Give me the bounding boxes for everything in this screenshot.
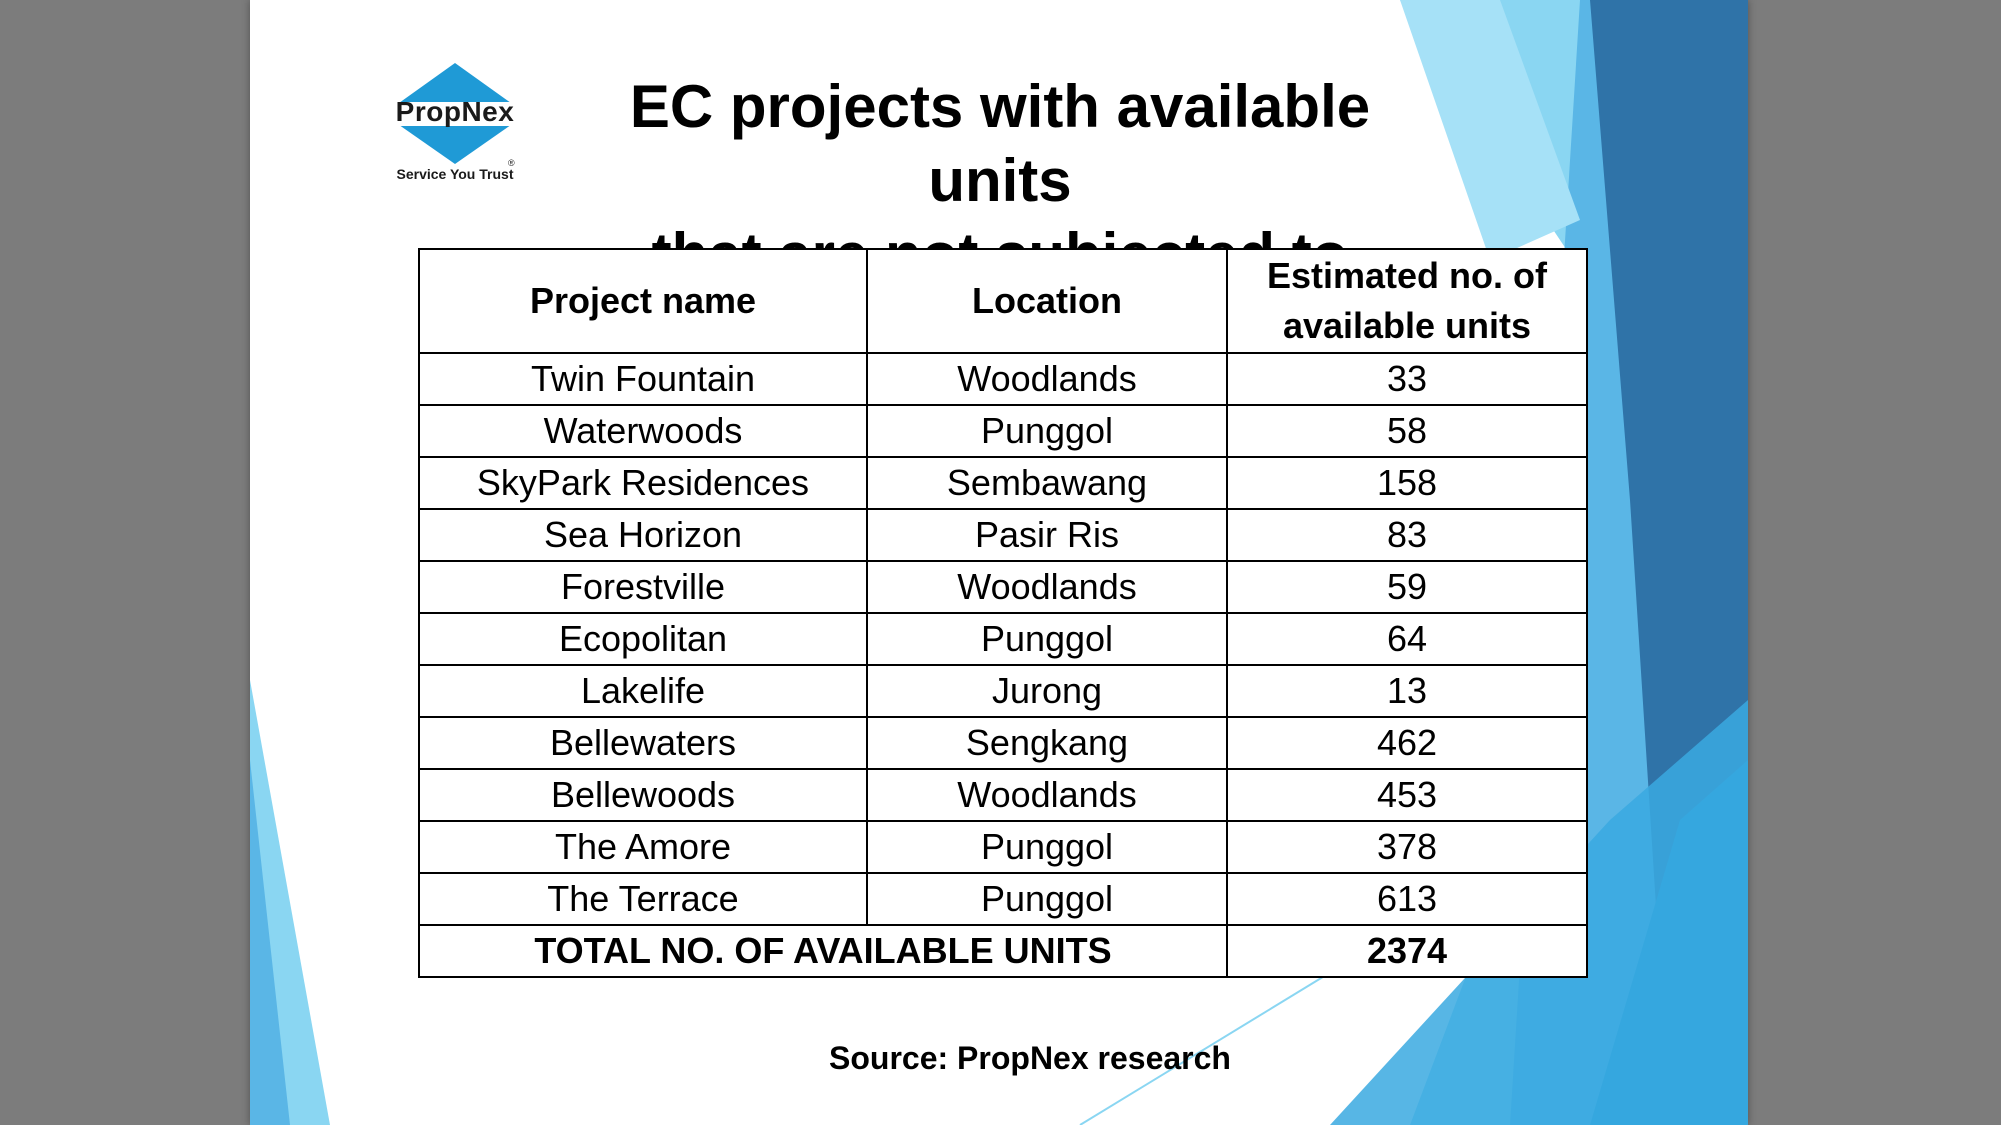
ec-projects-table: Project name Location Estimated no. of a… [418,248,1588,978]
cell-units: 158 [1226,456,1588,510]
cell-units: 462 [1226,716,1588,770]
table-row: Forestville Woodlands 59 [418,560,1588,614]
cell-location: Jurong [866,664,1228,718]
cell-location: Pasir Ris [866,508,1228,562]
cell-location: Punggol [866,820,1228,874]
cell-project: Waterwoods [418,404,868,458]
total-value: 2374 [1226,924,1588,978]
logo-brand-text: PropNex [395,96,515,127]
table-row: Twin Fountain Woodlands 33 [418,352,1588,406]
cell-location: Punggol [866,612,1228,666]
table-header-row: Project name Location Estimated no. of a… [418,248,1588,354]
cell-units: 83 [1226,508,1588,562]
cell-location: Woodlands [866,768,1228,822]
cell-units: 33 [1226,352,1588,406]
cell-project: Ecopolitan [418,612,868,666]
cell-project: Twin Fountain [418,352,868,406]
title-line-1: EC projects with available units [629,73,1371,214]
table-total-row: TOTAL NO. OF AVAILABLE UNITS 2374 [418,924,1588,978]
logo-registered-mark: ® [508,158,515,168]
table-row: Waterwoods Punggol 58 [418,404,1588,458]
table-row: The Terrace Punggol 613 [418,872,1588,926]
header-units-line-1: Estimated no. of [1266,255,1548,296]
cell-project: Bellewoods [418,768,868,822]
cell-project: Sea Horizon [418,508,868,562]
cell-units: 613 [1226,872,1588,926]
cell-units: 453 [1226,768,1588,822]
deco-shape-left-mid [250,760,290,1125]
cell-project: Bellewaters [418,716,868,770]
table-row: The Amore Punggol 378 [418,820,1588,874]
table-row: Bellewoods Woodlands 453 [418,768,1588,822]
table-row: Bellewaters Sengkang 462 [418,716,1588,770]
deco-shape-top-strip [1400,0,1580,260]
header-project-name: Project name [418,248,868,354]
cell-project: The Amore [418,820,868,874]
propnex-logo: PropNex Service You Trust [380,58,530,188]
cell-location: Woodlands [866,352,1228,406]
cell-project: Forestville [418,560,868,614]
cell-units: 58 [1226,404,1588,458]
cell-project: SkyPark Residences [418,456,868,510]
cell-units: 378 [1226,820,1588,874]
cell-location: Sengkang [866,716,1228,770]
header-location: Location [866,248,1228,354]
cell-location: Punggol [866,404,1228,458]
cell-units: 64 [1226,612,1588,666]
table-row: Ecopolitan Punggol 64 [418,612,1588,666]
cell-location: Punggol [866,872,1228,926]
cell-units: 13 [1226,664,1588,718]
header-units-line-2: available units [1282,305,1532,346]
table-row: Sea Horizon Pasir Ris 83 [418,508,1588,562]
header-available-units: Estimated no. of available units [1226,248,1588,354]
table-row: SkyPark Residences Sembawang 158 [418,456,1588,510]
slide: PropNex Service You Trust ® EC projects … [250,0,1748,1125]
cell-location: Sembawang [866,456,1228,510]
cell-project: Lakelife [418,664,868,718]
cell-units: 59 [1226,560,1588,614]
cell-location: Woodlands [866,560,1228,614]
logo-diamond-icon [382,63,528,164]
cell-project: The Terrace [418,872,868,926]
source-note: Source: PropNex research [829,1040,1231,1076]
table-row: Lakelife Jurong 13 [418,664,1588,718]
total-label: TOTAL NO. OF AVAILABLE UNITS [418,924,1228,978]
logo-tagline: Service You Trust [396,166,514,182]
